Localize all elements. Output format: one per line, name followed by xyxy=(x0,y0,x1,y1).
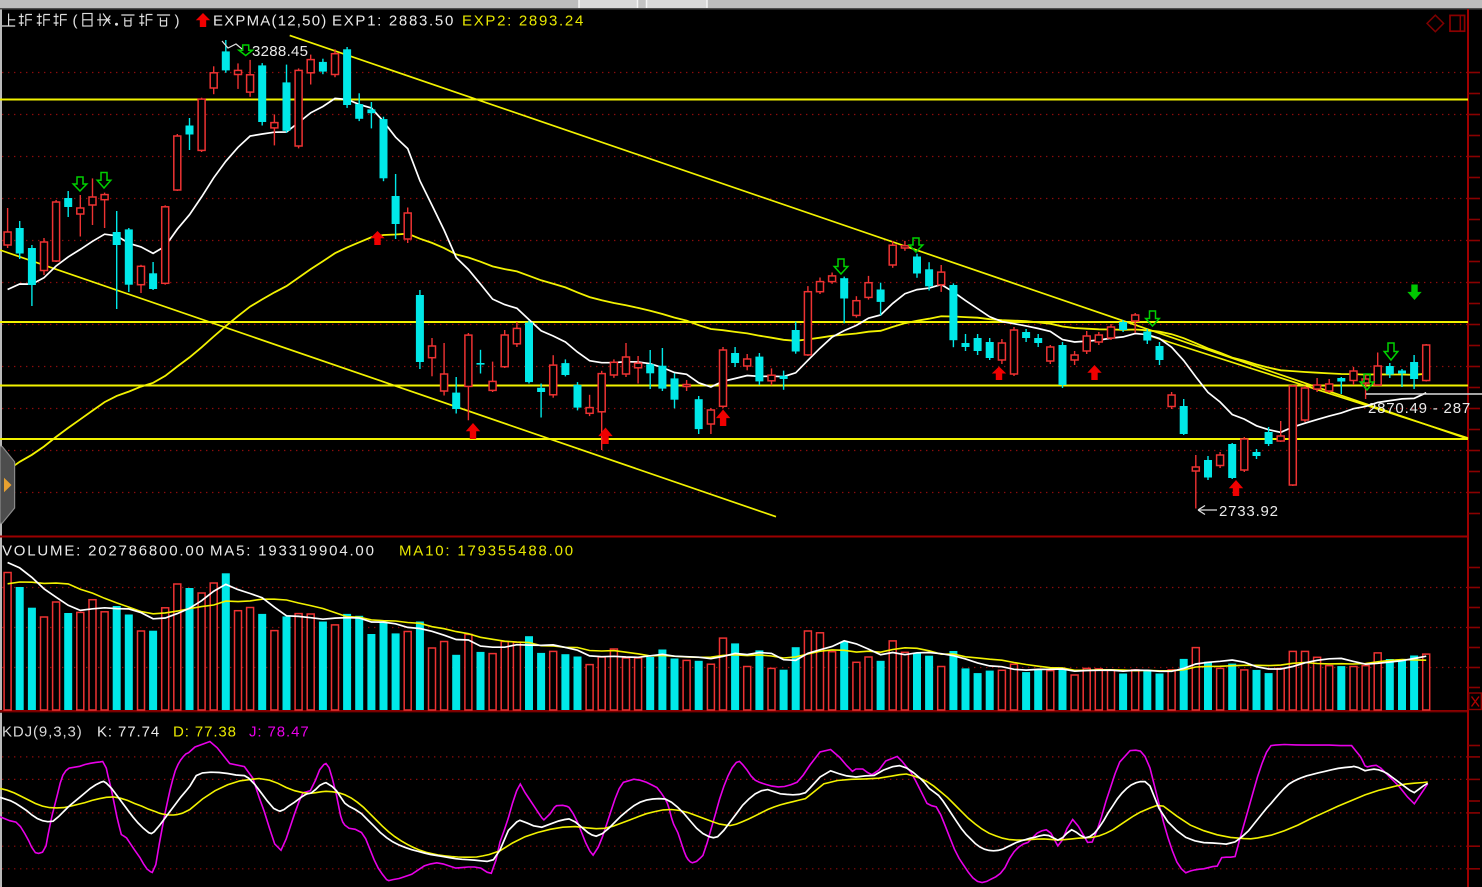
svg-text:2870.49 - 287: 2870.49 - 287 xyxy=(1368,400,1471,417)
svg-text:K: 77.74: K: 77.74 xyxy=(97,724,160,741)
svg-text:MA5: 193319904.00: MA5: 193319904.00 xyxy=(210,543,376,560)
svg-text:EXPMA(12,50): EXPMA(12,50) xyxy=(213,13,327,30)
svg-text:2733.92: 2733.92 xyxy=(1219,503,1279,520)
svg-text:3288.45: 3288.45 xyxy=(252,43,308,60)
svg-text:): ) xyxy=(175,13,180,30)
svg-text:VOLUME: 202786800.00: VOLUME: 202786800.00 xyxy=(2,543,206,560)
svg-text:KDJ(9,3,3): KDJ(9,3,3) xyxy=(2,724,83,741)
svg-text:MA10: 179355488.00: MA10: 179355488.00 xyxy=(399,543,575,560)
svg-text:EXP1: 2883.50: EXP1: 2883.50 xyxy=(332,13,455,30)
svg-text:EXP2: 2893.24: EXP2: 2893.24 xyxy=(462,13,585,30)
svg-text:(: ( xyxy=(73,13,78,30)
svg-text:J: 78.47: J: 78.47 xyxy=(249,724,310,741)
svg-text:D: 77.38: D: 77.38 xyxy=(173,724,237,741)
